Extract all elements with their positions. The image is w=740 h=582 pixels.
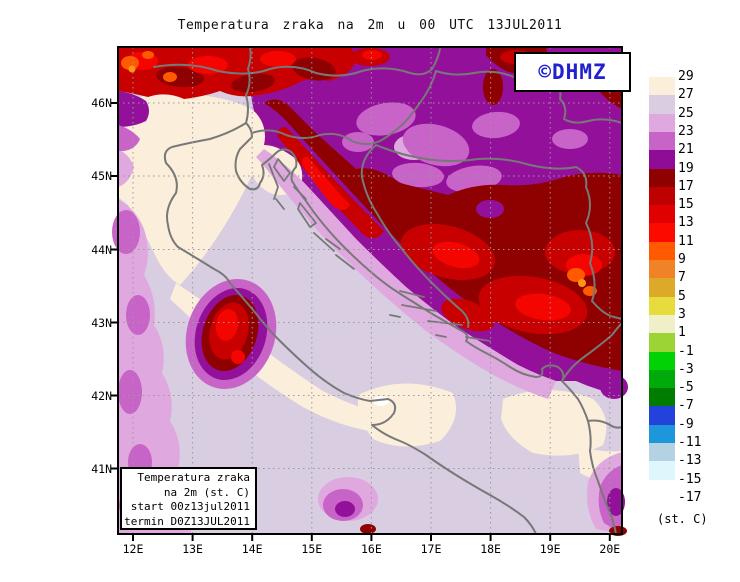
legend-swatch [649, 406, 675, 425]
lon-axis-label: 15E [301, 542, 323, 556]
lon-axis-label: 14E [241, 542, 263, 556]
lon-axis-label: 18E [480, 542, 501, 556]
country-borders [153, 46, 623, 429]
legend-tick-label: 13 [678, 215, 694, 231]
dhmz-watermark: ©DHMZ [514, 52, 631, 92]
legend-tick-label: 9 [678, 252, 686, 267]
dhmz-label: ©DHMZ [538, 60, 607, 84]
legend-tick-label: 21 [678, 142, 694, 158]
legend-swatch [649, 95, 675, 114]
lat-axis-label: 44N [91, 242, 112, 257]
legend-tick-label: -3 [678, 361, 694, 377]
info-box-line: Temperatura zraka [137, 471, 250, 484]
legend-swatch [649, 278, 675, 297]
legend-swatch [649, 369, 675, 389]
lon-axis-label: 12E [122, 542, 144, 556]
lon-axis-label: 20E [599, 542, 621, 556]
legend-tick-label: 15 [678, 197, 694, 213]
legend-swatch [649, 186, 675, 206]
lat-axis-label: 46N [91, 96, 112, 110]
legend-swatch [649, 461, 675, 480]
lon-axis-label: 16E [361, 542, 382, 556]
map-info-box: Temperatura zraka na 2m (st. C) start 00z1… [120, 467, 257, 530]
legend-swatch [649, 443, 675, 462]
legend-tick-label: -17 [678, 489, 702, 505]
legend-swatch [649, 77, 675, 96]
lat-axis-label: 42N [91, 388, 112, 403]
italy-coastline [163, 122, 537, 535]
temperature-map [111, 46, 628, 541]
lon-axis-label: 13E [182, 542, 203, 556]
legend-unit-label: (st. C) [657, 512, 708, 526]
info-box-line: start 00z13jul2011 [130, 500, 250, 513]
croatia-coastline [234, 122, 617, 535]
axis-ticks [111, 102, 611, 541]
map-frame [117, 46, 623, 535]
legend-tick-label: 27 [678, 87, 694, 103]
legend-tick-label: -11 [678, 435, 702, 450]
lon-axis-label: 17E [420, 542, 442, 556]
legend-swatch [649, 205, 675, 224]
legend-swatch [649, 351, 675, 370]
legend-tick-label: 23 [678, 123, 694, 139]
legend-swatch [649, 223, 675, 242]
legend-swatch [649, 296, 675, 315]
page-title: Temperatura zraka na 2m u 00 UTC 13JUL20… [177, 18, 563, 33]
legend-swatch [649, 241, 675, 261]
legend-tick-label: 25 [678, 105, 694, 121]
legend-tick-label: 29 [678, 69, 694, 84]
legend-tick-label: 7 [678, 270, 686, 286]
legend-tick-label: 11 [678, 233, 694, 249]
legend-swatch [649, 314, 675, 334]
legend-tick-label: -9 [678, 416, 694, 432]
legend-tick-label: -7 [678, 398, 694, 414]
info-box-line: termin D0Z13JUL2011 [124, 514, 250, 528]
legend-tick-label: 19 [678, 160, 694, 176]
legend-swatch [649, 113, 675, 132]
legend-tick-label: 5 [678, 288, 686, 304]
legend-tick-label: 1 [678, 325, 686, 341]
legend-swatch [649, 424, 675, 444]
legend-tick-label: 3 [678, 306, 686, 322]
legend-tick-label: -1 [678, 343, 694, 359]
legend-swatch [649, 260, 675, 279]
lat-axis-label: 45N [91, 169, 112, 183]
lat-axis-label: 43N [91, 315, 112, 330]
legend-tick-label: -15 [678, 471, 702, 487]
legend-tick-label: -5 [678, 380, 694, 396]
lon-axis-label: 19E [539, 542, 561, 556]
coastlines [163, 122, 617, 535]
legend-swatch [649, 168, 675, 187]
map-area [111, 46, 628, 541]
lat-axis-label: 41N [91, 461, 112, 476]
legend-swatch [649, 150, 675, 169]
legend-swatch [649, 333, 675, 352]
legend-tick-label: -13 [678, 453, 702, 469]
info-box-line: na 2m (st. C) [163, 485, 250, 499]
legend-swatch [649, 131, 675, 151]
legend-tick-label: 17 [678, 178, 694, 194]
contour-fill-layers [112, 47, 628, 536]
legend-swatch [649, 388, 675, 407]
islands [268, 158, 491, 342]
